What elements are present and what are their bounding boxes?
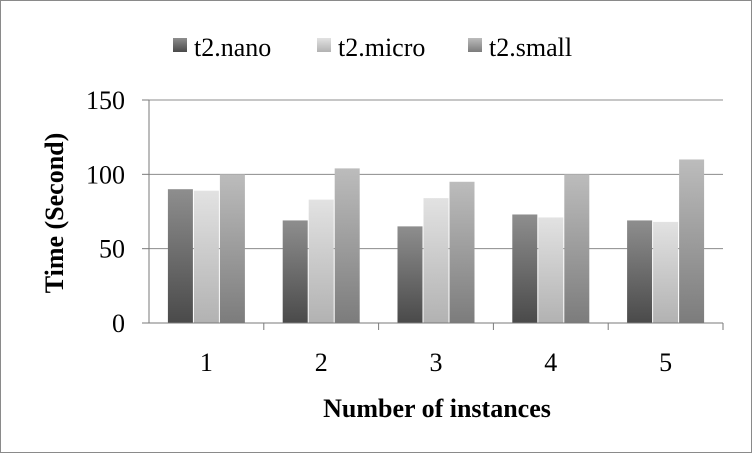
bar-t2-nano-5 [627,220,653,323]
axes [142,99,724,330]
bar-t2-nano-3 [397,226,423,323]
bar-t2-small-4 [564,174,590,323]
y-tick-label: 0 [112,309,125,338]
bar-t2-small-3 [449,181,475,323]
legend-label-t2-nano: t2.nano [194,33,271,62]
y-tick-label: 150 [86,86,125,115]
legend-swatch-t2-nano [173,38,187,52]
bars [167,159,705,323]
y-tick-label: 50 [99,235,125,264]
x-tick-label: 5 [659,348,672,377]
x-tick-label: 1 [200,348,213,377]
y-axis-title: Time (Second) [40,133,69,294]
bar-t2-nano-4 [512,214,538,323]
bar-t2-micro-2 [308,199,334,323]
y-tick-label: 100 [86,160,125,189]
tick-labels: 0 50 100 150 1 2 3 4 5 [86,86,672,377]
legend-swatch-t2-micro [317,38,331,52]
bar-t2-micro-4 [538,217,564,323]
legend: t2.nano t2.micro t2.small [173,33,572,62]
x-tick-label: 2 [315,348,328,377]
bar-t2-nano-2 [282,220,308,323]
bar-t2-nano-1 [167,189,193,323]
x-tick-label: 3 [430,348,443,377]
legend-label-t2-small: t2.small [489,33,572,62]
bar-t2-micro-3 [423,198,449,323]
legend-swatch-t2-small [468,38,482,52]
bar-t2-micro-1 [193,190,219,323]
bar-t2-micro-5 [653,221,679,323]
x-tick-label: 4 [544,348,557,377]
x-axis-title: Number of instances [323,394,551,423]
bar-t2-small-2 [334,168,360,323]
legend-label-t2-micro: t2.micro [338,33,425,62]
bar-t2-small-1 [219,174,245,323]
bar-t2-small-5 [679,159,705,323]
